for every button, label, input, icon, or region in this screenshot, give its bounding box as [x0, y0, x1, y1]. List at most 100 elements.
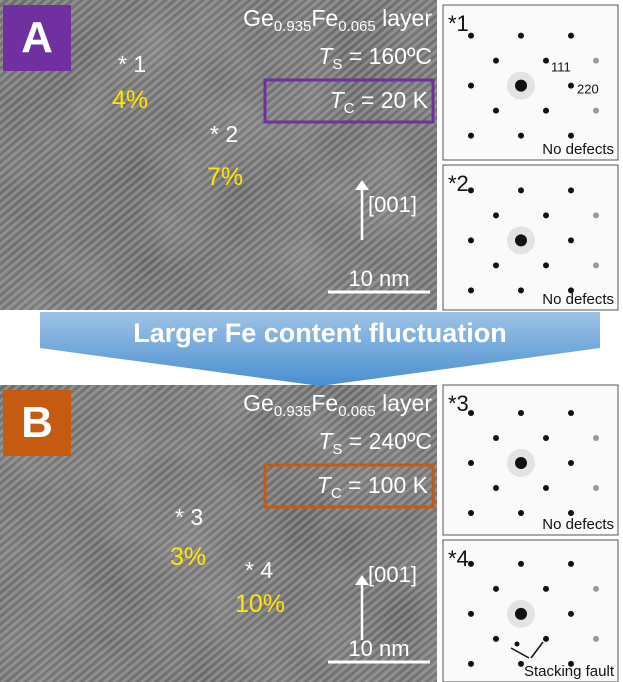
text-part: = 160ºC [342, 43, 432, 69]
fe-content: 7% [207, 163, 243, 191]
diffraction-spot [493, 636, 499, 642]
diffraction-spot [515, 608, 527, 620]
figure: Larger Fe content fluctuation AGe0.935Fe… [0, 0, 623, 682]
diffraction-spot [568, 410, 574, 416]
diffraction-spot [468, 237, 474, 243]
diffraction-spot [543, 586, 549, 592]
miller-index: 111 [551, 60, 571, 75]
scale-label: 10 nm [348, 636, 409, 661]
fault-spot [515, 642, 520, 647]
diffraction-spot [518, 287, 524, 293]
fe-content: 3% [170, 543, 206, 571]
diffraction-note: No defects [542, 141, 614, 158]
scale-label: 10 nm [348, 266, 409, 291]
text-part: = 240ºC [342, 428, 432, 454]
text-part: = 100 K [342, 472, 429, 498]
direction-label: [001] [368, 562, 417, 587]
diffraction-spot [493, 108, 499, 114]
diffraction-spot [593, 636, 599, 642]
diffraction-spot [593, 108, 599, 114]
diffraction-label: *3 [448, 391, 469, 416]
diffraction-label: *1 [448, 11, 469, 36]
diffraction-spot [568, 561, 574, 567]
banner-text: Larger Fe content fluctuation [133, 318, 507, 348]
fe-content: 10% [235, 590, 285, 618]
diffraction-label: *2 [448, 171, 469, 196]
diffraction-spot [518, 561, 524, 567]
diffraction-spot [543, 212, 549, 218]
diffraction-spot [568, 133, 574, 139]
point-label: * 4 [245, 557, 273, 583]
diffraction-spot [593, 586, 599, 592]
diffraction-spot [518, 510, 524, 516]
diffraction-spot [468, 460, 474, 466]
diffraction-note: Stacking fault [524, 663, 615, 680]
diffraction-spot [515, 80, 527, 92]
miller-index: 220 [577, 82, 599, 97]
diffraction-spot [568, 460, 574, 466]
text-part: C [331, 485, 342, 502]
diffraction-spot [543, 485, 549, 491]
panel-label: B [21, 398, 53, 447]
diffraction-spot [468, 611, 474, 617]
diffraction-spot [518, 33, 524, 39]
text-part: 0.065 [338, 18, 376, 35]
diffraction-spot [468, 187, 474, 193]
diffraction-spot [468, 510, 474, 516]
layer-composition: Ge0.935Fe0.065 layer [243, 5, 432, 35]
diffraction-spot [593, 58, 599, 64]
fe-content: 4% [112, 86, 148, 114]
text-part: C [344, 100, 355, 117]
diffraction-spot [593, 212, 599, 218]
diffraction-spot [468, 83, 474, 89]
diffraction-spot [543, 262, 549, 268]
diffraction-spot [515, 234, 527, 246]
diffraction-spot [568, 187, 574, 193]
diffraction-spot [543, 108, 549, 114]
diffraction-spot [518, 410, 524, 416]
diffraction-spot [493, 212, 499, 218]
layer-composition: Ge0.935Fe0.065 layer [243, 390, 432, 420]
text-part: 0.065 [338, 403, 376, 420]
point-label: * 2 [210, 121, 238, 147]
diffraction-spot [493, 485, 499, 491]
diffraction-spot [568, 237, 574, 243]
diffraction-spot [468, 133, 474, 139]
text-part: S [332, 441, 342, 458]
text-part: Fe [311, 390, 338, 416]
diffraction-spot [593, 485, 599, 491]
diffraction-spot [493, 262, 499, 268]
diffraction-spot [568, 611, 574, 617]
diffraction-spot [593, 435, 599, 441]
diffraction-spot [468, 33, 474, 39]
text-part: layer [376, 390, 433, 416]
diffraction-spot [493, 435, 499, 441]
text-part: Ge [243, 5, 274, 31]
diffraction-spot [515, 457, 527, 469]
text-part: 0.935 [274, 403, 312, 420]
diffraction-spot [543, 435, 549, 441]
text-part: 0.935 [274, 18, 312, 35]
diffraction-spot [468, 561, 474, 567]
diffraction-note: No defects [542, 291, 614, 308]
diffraction-spot [518, 133, 524, 139]
diffraction-spot [593, 262, 599, 268]
diffraction-spot [493, 586, 499, 592]
point-label: * 1 [118, 51, 146, 77]
diffraction-spot [568, 33, 574, 39]
diffraction-spot [543, 636, 549, 642]
diffraction-spot [493, 58, 499, 64]
diffraction-label: *4 [448, 546, 469, 571]
text-part: layer [376, 5, 433, 31]
diffraction-spot [518, 187, 524, 193]
diffraction-spot [468, 287, 474, 293]
text-part: S [332, 56, 342, 73]
diffraction-spot [468, 410, 474, 416]
diffraction-note: No defects [542, 516, 614, 533]
direction-label: [001] [368, 192, 417, 217]
text-part: = 20 K [354, 87, 428, 113]
point-label: * 3 [175, 504, 203, 530]
diffraction-spot [468, 661, 474, 667]
panel-label: A [21, 13, 53, 62]
text-part: Fe [311, 5, 338, 31]
